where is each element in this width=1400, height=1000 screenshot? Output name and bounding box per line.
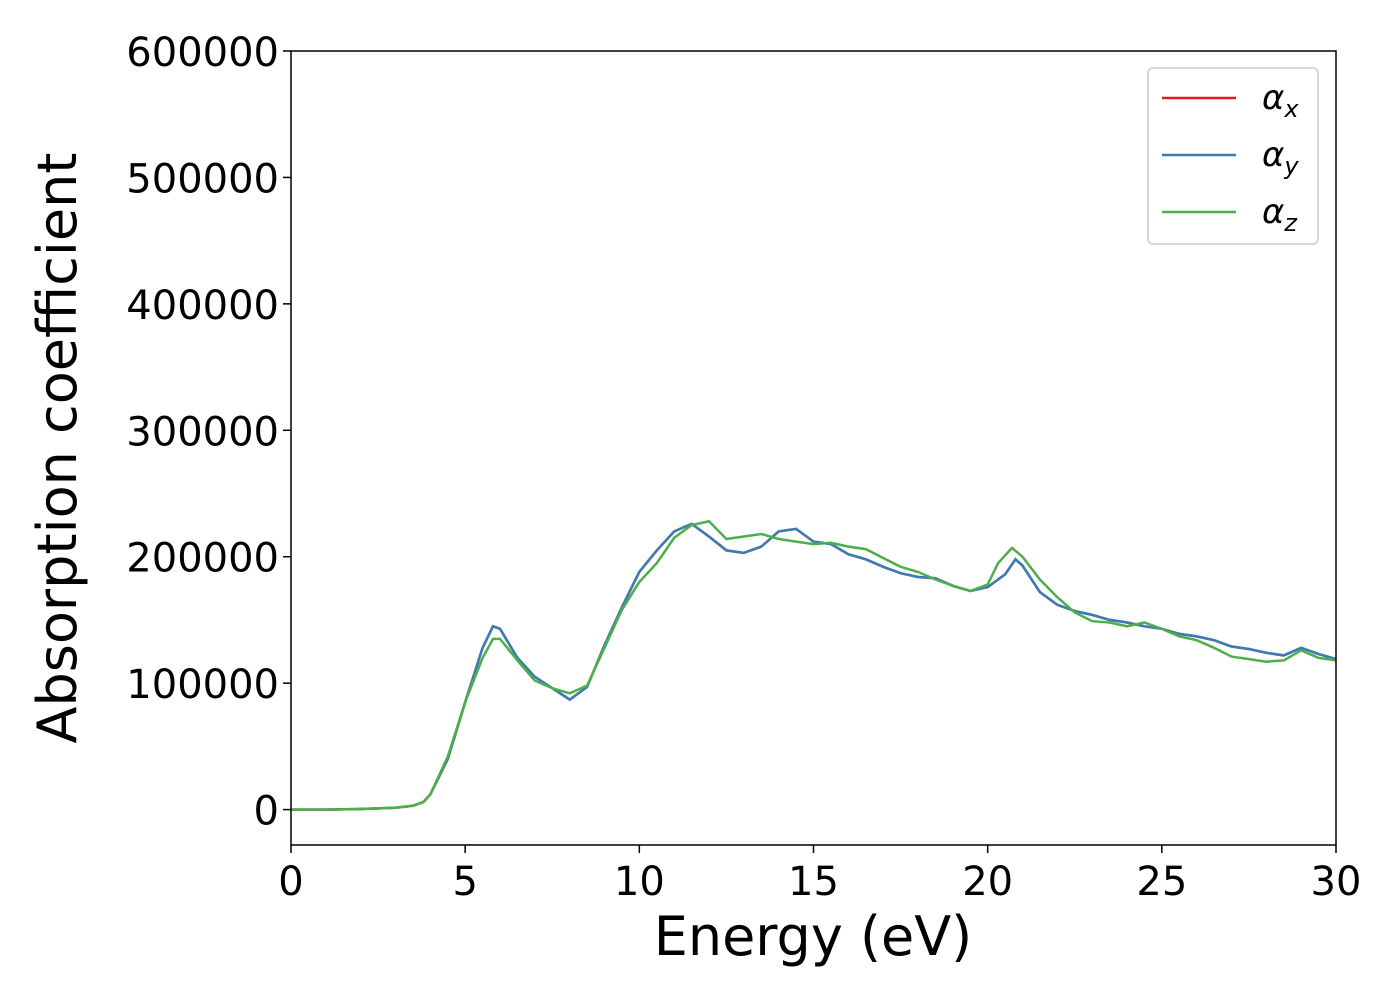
y-tick-label: 500000 — [126, 156, 279, 202]
y-tick-label: 300000 — [126, 409, 279, 455]
y-tick-label: 400000 — [126, 283, 279, 329]
y-tick-label: 600000 — [126, 30, 279, 76]
x-tick-label: 5 — [452, 859, 477, 905]
series-line — [291, 522, 1336, 811]
x-tick-label: 30 — [1311, 859, 1362, 905]
x-axis-label: Energy (eV) — [654, 905, 973, 968]
series-line — [291, 522, 1336, 811]
legend-label: αy — [1262, 135, 1299, 180]
y-tick-label: 100000 — [126, 662, 279, 708]
x-tick-label: 20 — [962, 859, 1013, 905]
x-tick-label: 25 — [1136, 859, 1187, 905]
series-line — [291, 519, 1336, 811]
x-tick-label: 0 — [278, 859, 303, 905]
y-tick-label: 200000 — [126, 536, 279, 582]
y-tick-label: 0 — [254, 789, 279, 835]
plot-frame — [290, 50, 1337, 846]
x-tick-label: 10 — [614, 859, 665, 905]
legend-label: αx — [1262, 78, 1299, 123]
legend-label: αz — [1262, 192, 1298, 237]
x-tick-label: 15 — [788, 859, 839, 905]
y-axis-label: Absorption coefficient — [26, 153, 89, 744]
